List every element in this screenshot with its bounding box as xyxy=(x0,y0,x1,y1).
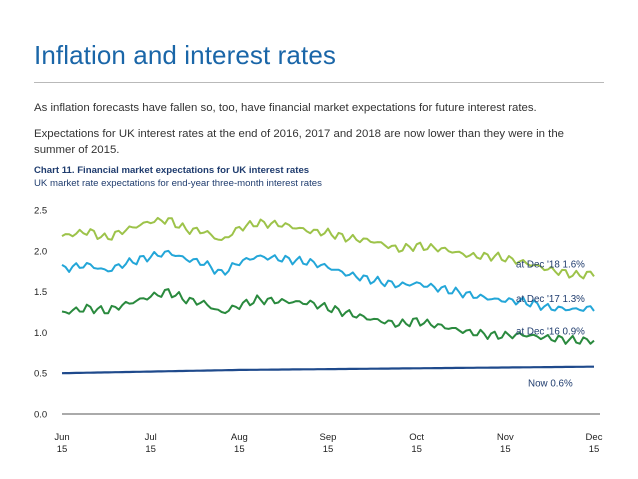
x-tick-year: 15 xyxy=(57,444,68,455)
x-tick-label: Jun 15 xyxy=(54,432,69,455)
series-end-label: at Dec '18 1.6% xyxy=(516,260,585,271)
series-end-label: at Dec '16 0.9% xyxy=(516,327,585,338)
x-tick-month: Jul xyxy=(145,432,157,443)
x-tick-year: 15 xyxy=(323,444,334,455)
x-tick-year: 15 xyxy=(234,444,245,455)
y-tick-label: 2.0 xyxy=(34,246,47,257)
x-tick-month: Aug xyxy=(231,432,248,443)
chart-subtitle: UK market rate expectations for end-year… xyxy=(34,178,322,189)
x-tick-year: 15 xyxy=(589,444,600,455)
x-tick-year: 15 xyxy=(145,444,156,455)
page-title: Inflation and interest rates xyxy=(34,40,336,70)
y-tick-label: 1.5 xyxy=(34,287,47,298)
intro-paragraph: As inflation forecasts have fallen so, t… xyxy=(34,102,537,114)
x-tick-month: Sep xyxy=(320,432,337,443)
x-tick-year: 15 xyxy=(411,444,422,455)
x-tick-month: Dec xyxy=(586,432,603,443)
x-tick-label: Dec 15 xyxy=(586,432,603,455)
chart-labels: at Dec '18 1.6% at Dec '17 1.3% at Dec '16… xyxy=(516,260,585,390)
x-tick-label: Nov 15 xyxy=(497,432,514,455)
x-tick-year: 15 xyxy=(500,444,511,455)
title-divider xyxy=(34,82,604,83)
series-line xyxy=(61,249,595,312)
x-tick-month: Nov xyxy=(497,432,514,443)
x-tick-month: Oct xyxy=(409,432,424,443)
x-tick-label: Sep 15 xyxy=(320,432,337,455)
y-tick-label: 1.0 xyxy=(34,328,47,339)
series-line xyxy=(61,365,594,375)
x-tick-label: Aug 15 xyxy=(231,432,248,455)
series-line xyxy=(61,288,595,345)
chart-series xyxy=(61,216,595,375)
y-tick-label: 0.0 xyxy=(34,410,47,421)
x-tick-month: Jun xyxy=(54,432,69,443)
x-tick-label: Jul 15 xyxy=(145,432,157,455)
detail-paragraph: Expectations for UK interest rates at th… xyxy=(34,128,564,156)
chart-title: Chart 11. Financial market expectations … xyxy=(34,165,310,176)
x-tick-label: Oct 15 xyxy=(409,432,424,455)
y-tick-label: 2.5 xyxy=(34,206,47,217)
y-tick-label: 0.5 xyxy=(34,369,47,380)
series-end-label: Now 0.6% xyxy=(528,379,573,390)
series-line xyxy=(61,216,595,280)
series-end-label: at Dec '17 1.3% xyxy=(516,294,585,305)
